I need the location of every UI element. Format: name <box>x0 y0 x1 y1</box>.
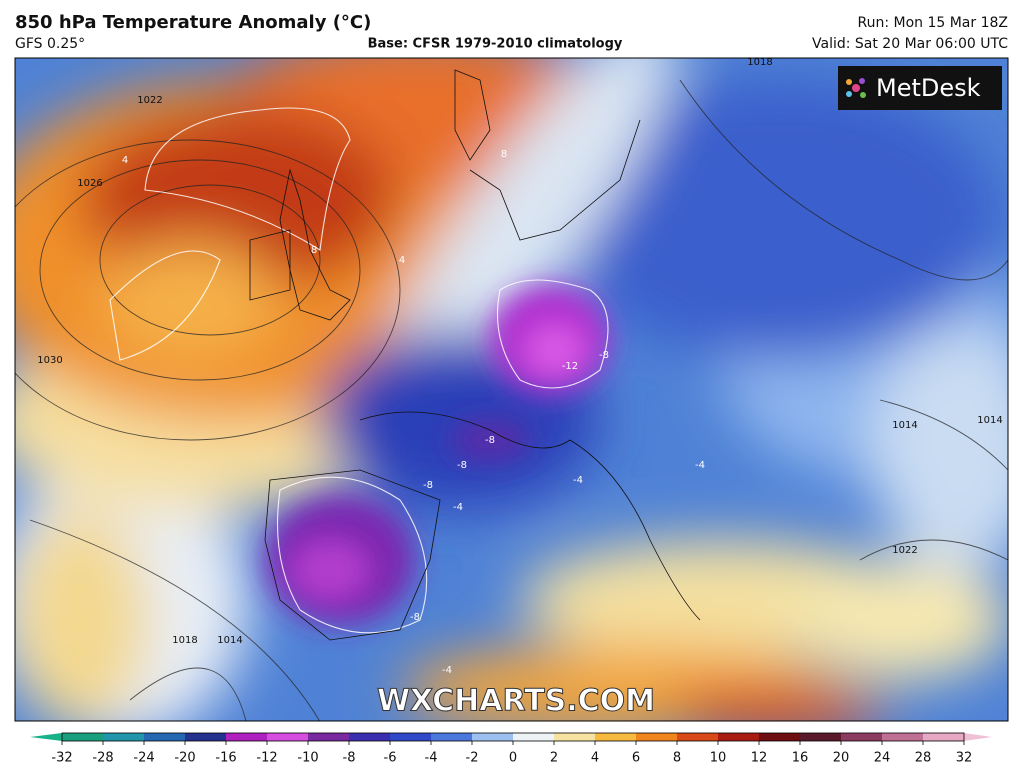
anomaly-label: -8 <box>485 435 495 446</box>
colorbar-tick-label: 10 <box>710 751 727 766</box>
colorbar-segment <box>62 733 104 741</box>
colorbar-over <box>964 733 992 741</box>
colorbar-segment <box>554 733 596 741</box>
isobar-label: 1026 <box>77 178 102 189</box>
colorbar-segment <box>308 733 350 741</box>
logo-icon <box>846 78 866 98</box>
colorbar-segment <box>595 733 637 741</box>
logo-box <box>838 66 1002 110</box>
colorbar: -32 -28 -24 -20 -16 -12 -10 -8 -6 -4 -2 0 2 4 6 8 10 12 16… <box>30 732 992 766</box>
anomaly-label: 8 <box>311 245 317 256</box>
anomaly-label: -8 <box>457 460 467 471</box>
anomaly-label: -8 <box>599 350 609 361</box>
colorbar-segment <box>390 733 432 741</box>
colorbar-segment <box>923 733 965 741</box>
colorbar-segment <box>513 733 555 741</box>
logo-text: MetDesk <box>876 74 981 102</box>
watermark: WXCHARTS.COM <box>377 684 655 719</box>
anomaly-label: -4 <box>453 502 463 513</box>
anomaly-field <box>15 58 1008 721</box>
colorbar-tick-label: 20 <box>833 751 850 766</box>
anomaly-label: -12 <box>562 361 578 372</box>
colorbar-tick-label: -10 <box>297 751 318 766</box>
colorbar-segment <box>431 733 473 741</box>
colorbar-segment <box>759 733 801 741</box>
colorbar-segment <box>677 733 719 741</box>
title: 850 hPa Temperature Anomaly (°C) <box>15 12 371 33</box>
colorbar-tick-label: -24 <box>133 751 154 766</box>
colorbar-tick-label: -6 <box>384 751 397 766</box>
isobar-label: 1018 <box>747 57 772 68</box>
anomaly-label: 8 <box>501 149 507 160</box>
isobar-label: 1022 <box>892 545 917 556</box>
colorbar-tick-label: -28 <box>92 751 113 766</box>
colorbar-tick-label: -12 <box>256 751 277 766</box>
colorbar-tick-label: 12 <box>751 751 768 766</box>
colorbar-segment <box>882 733 924 741</box>
anomaly-label: -4 <box>573 475 583 486</box>
isobars <box>15 79 1008 721</box>
colorbar-tick-label: 6 <box>632 751 640 766</box>
colorbar-segment <box>636 733 678 741</box>
colorbar-tick-label: 16 <box>792 751 809 766</box>
map-frame <box>14 57 1009 722</box>
isobar-label: 1014 <box>977 415 1002 426</box>
colorbar-tick-label: -20 <box>174 751 195 766</box>
colorbar-tick-label: -2 <box>466 751 479 766</box>
run-label: Run: Mon 15 Mar 18Z <box>857 15 1008 31</box>
colorbar-under <box>30 733 62 741</box>
map: 1022 1026 1030 1018 1014 1018 1014 1014 1022 4 8 8… <box>15 57 1008 721</box>
colorbar-tick-label: 8 <box>673 751 681 766</box>
anomaly-labels: 4 8 8 4 -12 -8 -8 -8 -8 -4 -4 -8 -4 -4 <box>122 149 705 676</box>
base-label: Base: CFSR 1979-2010 climatology <box>368 37 623 52</box>
anomaly-label: 4 <box>122 155 128 166</box>
isobar-label: 1022 <box>137 95 162 106</box>
colorbar-segment <box>472 733 514 741</box>
colorbar-tick-label: 4 <box>591 751 599 766</box>
isobar-label: 1014 <box>892 420 917 431</box>
colorbar-tick-label: 0 <box>509 751 517 766</box>
anomaly-label: -8 <box>410 612 420 623</box>
colorbar-tick-label: 32 <box>956 751 973 766</box>
anomaly-label: 4 <box>399 255 405 266</box>
colorbar-tick-label: 24 <box>874 751 891 766</box>
colorbar-segment <box>800 733 842 741</box>
colorbar-tick-label: 28 <box>915 751 932 766</box>
colorbar-segment <box>185 733 227 741</box>
valid-label: Valid: Sat 20 Mar 06:00 UTC <box>812 36 1008 52</box>
colorbar-tick-label: -4 <box>425 751 438 766</box>
isobar-labels: 1022 1026 1030 1018 1014 1018 1014 1014 1022 <box>37 57 1002 646</box>
cold-cores <box>265 285 610 625</box>
colorbar-segment <box>103 733 145 741</box>
anomaly-label: -8 <box>423 480 433 491</box>
anomaly-contours <box>109 107 609 634</box>
colorbar-segment <box>841 733 883 741</box>
anomaly-label: -4 <box>695 460 705 471</box>
anomaly-label: -4 <box>442 665 452 676</box>
colorbar-tick-label: -8 <box>343 751 356 766</box>
colorbar-tick-label: -16 <box>215 751 236 766</box>
model-label: GFS 0.25° <box>15 36 85 52</box>
colorbar-tick-label: 2 <box>550 751 558 766</box>
isobar-label: 1018 <box>172 635 197 646</box>
colorbar-segment <box>267 733 309 741</box>
coastlines <box>249 69 701 641</box>
colorbar-tick-label: -32 <box>51 751 72 766</box>
isobar-label: 1030 <box>37 355 62 366</box>
colorbar-segment <box>349 733 391 741</box>
colorbar-segment <box>718 733 760 741</box>
colorbar-segment <box>144 733 186 741</box>
colorbar-segment <box>226 733 268 741</box>
isobar-label: 1014 <box>217 635 242 646</box>
